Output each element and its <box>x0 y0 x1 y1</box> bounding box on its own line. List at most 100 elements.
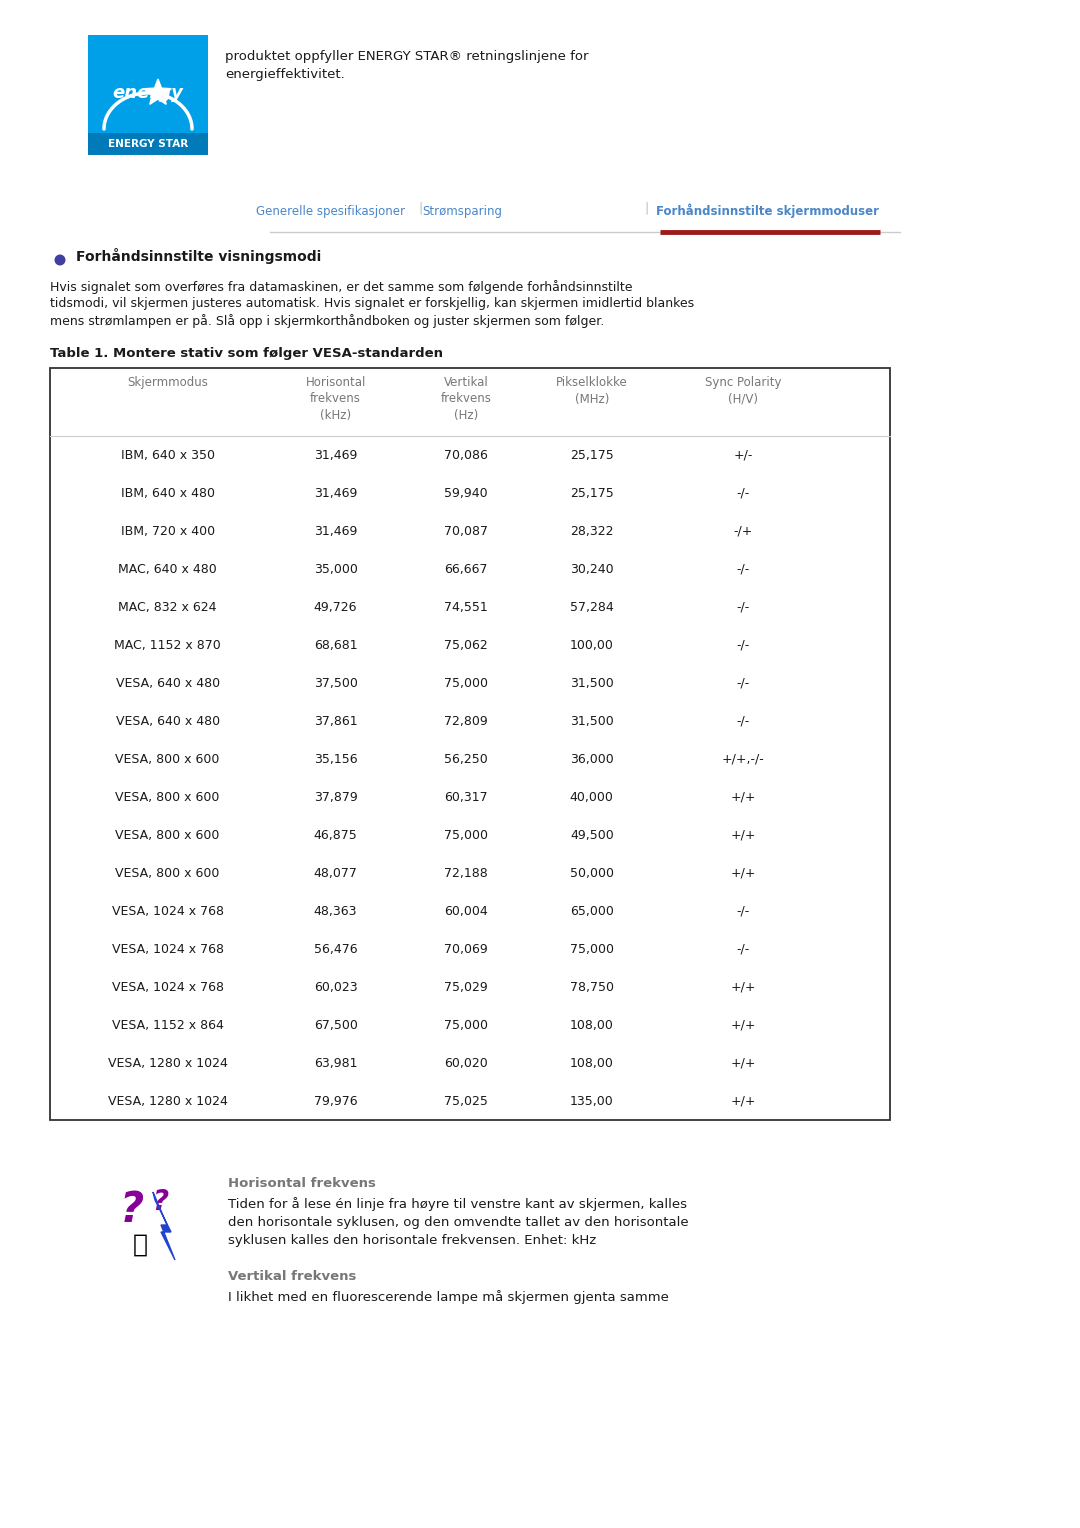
Text: 37,500: 37,500 <box>313 677 357 689</box>
Text: 75,062: 75,062 <box>444 639 488 651</box>
Text: +/+: +/+ <box>730 1056 756 1070</box>
Text: ?: ? <box>152 1187 168 1216</box>
Text: Generelle spesifikasjoner: Generelle spesifikasjoner <box>256 205 405 219</box>
Text: MAC, 640 x 480: MAC, 640 x 480 <box>118 562 217 576</box>
Text: VESA, 1152 x 864: VESA, 1152 x 864 <box>111 1019 224 1031</box>
Text: 78,750: 78,750 <box>570 981 613 993</box>
Text: IBM, 640 x 350: IBM, 640 x 350 <box>121 449 215 461</box>
Text: 25,175: 25,175 <box>570 449 613 461</box>
Text: VESA, 640 x 480: VESA, 640 x 480 <box>116 715 219 727</box>
Text: MAC, 1152 x 870: MAC, 1152 x 870 <box>114 639 221 651</box>
Text: 31,469: 31,469 <box>314 486 357 500</box>
Text: 59,940: 59,940 <box>444 486 487 500</box>
Text: 35,000: 35,000 <box>313 562 357 576</box>
Text: +/+: +/+ <box>730 828 756 842</box>
Text: Forhåndsinnstilte skjermmoduser: Forhåndsinnstilte skjermmoduser <box>657 203 879 219</box>
Text: tidsmodi, vil skjermen justeres automatisk. Hvis signalet er forskjellig, kan sk: tidsmodi, vil skjermen justeres automati… <box>50 296 694 310</box>
Text: 60,023: 60,023 <box>314 981 357 993</box>
Text: +/+: +/+ <box>730 790 756 804</box>
Text: Table 1. Montere stativ som følger VESA-standarden: Table 1. Montere stativ som følger VESA-… <box>50 347 443 361</box>
Text: 75,025: 75,025 <box>444 1094 488 1108</box>
Text: 108,00: 108,00 <box>570 1056 613 1070</box>
Text: 31,469: 31,469 <box>314 449 357 461</box>
Text: 75,000: 75,000 <box>444 828 488 842</box>
Text: energieffektivitet.: energieffektivitet. <box>225 69 345 81</box>
Text: 108,00: 108,00 <box>570 1019 613 1031</box>
Text: Skjermmodus: Skjermmodus <box>127 376 208 390</box>
Polygon shape <box>145 79 172 104</box>
Text: VESA, 1280 x 1024: VESA, 1280 x 1024 <box>108 1094 228 1108</box>
Text: 49,500: 49,500 <box>570 828 613 842</box>
Text: 68,681: 68,681 <box>314 639 357 651</box>
Text: +/+: +/+ <box>730 866 756 880</box>
Text: ?: ? <box>120 1189 144 1232</box>
Text: VESA, 640 x 480: VESA, 640 x 480 <box>116 677 219 689</box>
Text: -/-: -/- <box>737 601 750 614</box>
Circle shape <box>54 255 66 266</box>
Text: VESA, 800 x 600: VESA, 800 x 600 <box>116 790 220 804</box>
Text: VESA, 1024 x 768: VESA, 1024 x 768 <box>111 981 224 993</box>
Text: Horisontal
frekvens
(kHz): Horisontal frekvens (kHz) <box>306 376 366 422</box>
Text: |: | <box>418 202 422 214</box>
Text: 74,551: 74,551 <box>444 601 488 614</box>
Text: 31,469: 31,469 <box>314 524 357 538</box>
Text: -/-: -/- <box>737 639 750 651</box>
Text: 75,000: 75,000 <box>570 943 613 955</box>
Text: -/-: -/- <box>737 943 750 955</box>
Text: 75,000: 75,000 <box>444 1019 488 1031</box>
Text: |: | <box>644 202 648 214</box>
Text: 30,240: 30,240 <box>570 562 613 576</box>
Text: 70,086: 70,086 <box>444 449 488 461</box>
Text: 72,809: 72,809 <box>444 715 488 727</box>
Text: 56,250: 56,250 <box>444 752 488 766</box>
Text: ENERGY STAR: ENERGY STAR <box>108 139 188 150</box>
Text: 25,175: 25,175 <box>570 486 613 500</box>
Text: 75,000: 75,000 <box>444 677 488 689</box>
Text: -/-: -/- <box>737 562 750 576</box>
Bar <box>50 368 890 1120</box>
Text: energy: energy <box>112 84 184 102</box>
Text: Vertikal
frekvens
(Hz): Vertikal frekvens (Hz) <box>441 376 491 422</box>
Text: mens strømlampen er på. Slå opp i skjermkorthåndboken og juster skjermen som føl: mens strømlampen er på. Slå opp i skjerm… <box>50 313 604 329</box>
Text: +/+: +/+ <box>730 1094 756 1108</box>
Text: Forhåndsinnstilte visningsmodi: Forhåndsinnstilte visningsmodi <box>76 248 321 264</box>
Text: 31,500: 31,500 <box>570 715 613 727</box>
Text: 60,020: 60,020 <box>444 1056 488 1070</box>
Text: Vertikal frekvens: Vertikal frekvens <box>228 1270 356 1284</box>
Text: 72,188: 72,188 <box>444 866 488 880</box>
Text: Strømsparing: Strømsparing <box>422 205 502 219</box>
Text: 📊: 📊 <box>133 1233 148 1258</box>
Text: 79,976: 79,976 <box>314 1094 357 1108</box>
Polygon shape <box>153 1192 175 1261</box>
Text: 28,322: 28,322 <box>570 524 613 538</box>
Text: +/-: +/- <box>733 449 753 461</box>
Text: VESA, 1024 x 768: VESA, 1024 x 768 <box>111 905 224 917</box>
Text: +/+,-/-: +/+,-/- <box>721 752 765 766</box>
Text: 50,000: 50,000 <box>570 866 613 880</box>
Text: Tiden for å lese én linje fra høyre til venstre kant av skjermen, kalles
den hor: Tiden for å lese én linje fra høyre til … <box>228 1196 689 1247</box>
Text: MAC, 832 x 624: MAC, 832 x 624 <box>119 601 217 614</box>
Text: -/+: -/+ <box>733 524 753 538</box>
Text: +/+: +/+ <box>730 1019 756 1031</box>
Bar <box>87 35 208 154</box>
Text: VESA, 1024 x 768: VESA, 1024 x 768 <box>111 943 224 955</box>
Text: I likhet med en fluorescerende lampe må skjermen gjenta samme: I likhet med en fluorescerende lampe må … <box>228 1290 669 1303</box>
Text: VESA, 800 x 600: VESA, 800 x 600 <box>116 828 220 842</box>
Text: 60,317: 60,317 <box>444 790 487 804</box>
Text: 36,000: 36,000 <box>570 752 613 766</box>
Text: 60,004: 60,004 <box>444 905 488 917</box>
Text: 66,667: 66,667 <box>444 562 487 576</box>
Text: 135,00: 135,00 <box>570 1094 613 1108</box>
Text: 65,000: 65,000 <box>570 905 613 917</box>
Text: VESA, 1280 x 1024: VESA, 1280 x 1024 <box>108 1056 228 1070</box>
Text: 31,500: 31,500 <box>570 677 613 689</box>
Text: 100,00: 100,00 <box>570 639 613 651</box>
Text: -/-: -/- <box>737 677 750 689</box>
Text: IBM, 720 x 400: IBM, 720 x 400 <box>121 524 215 538</box>
Text: 70,069: 70,069 <box>444 943 488 955</box>
Text: 57,284: 57,284 <box>570 601 613 614</box>
Text: 37,879: 37,879 <box>313 790 357 804</box>
Bar <box>87 133 208 154</box>
Text: produktet oppfyller ENERGY STAR® retningslinjene for: produktet oppfyller ENERGY STAR® retning… <box>225 50 589 63</box>
Text: VESA, 800 x 600: VESA, 800 x 600 <box>116 866 220 880</box>
